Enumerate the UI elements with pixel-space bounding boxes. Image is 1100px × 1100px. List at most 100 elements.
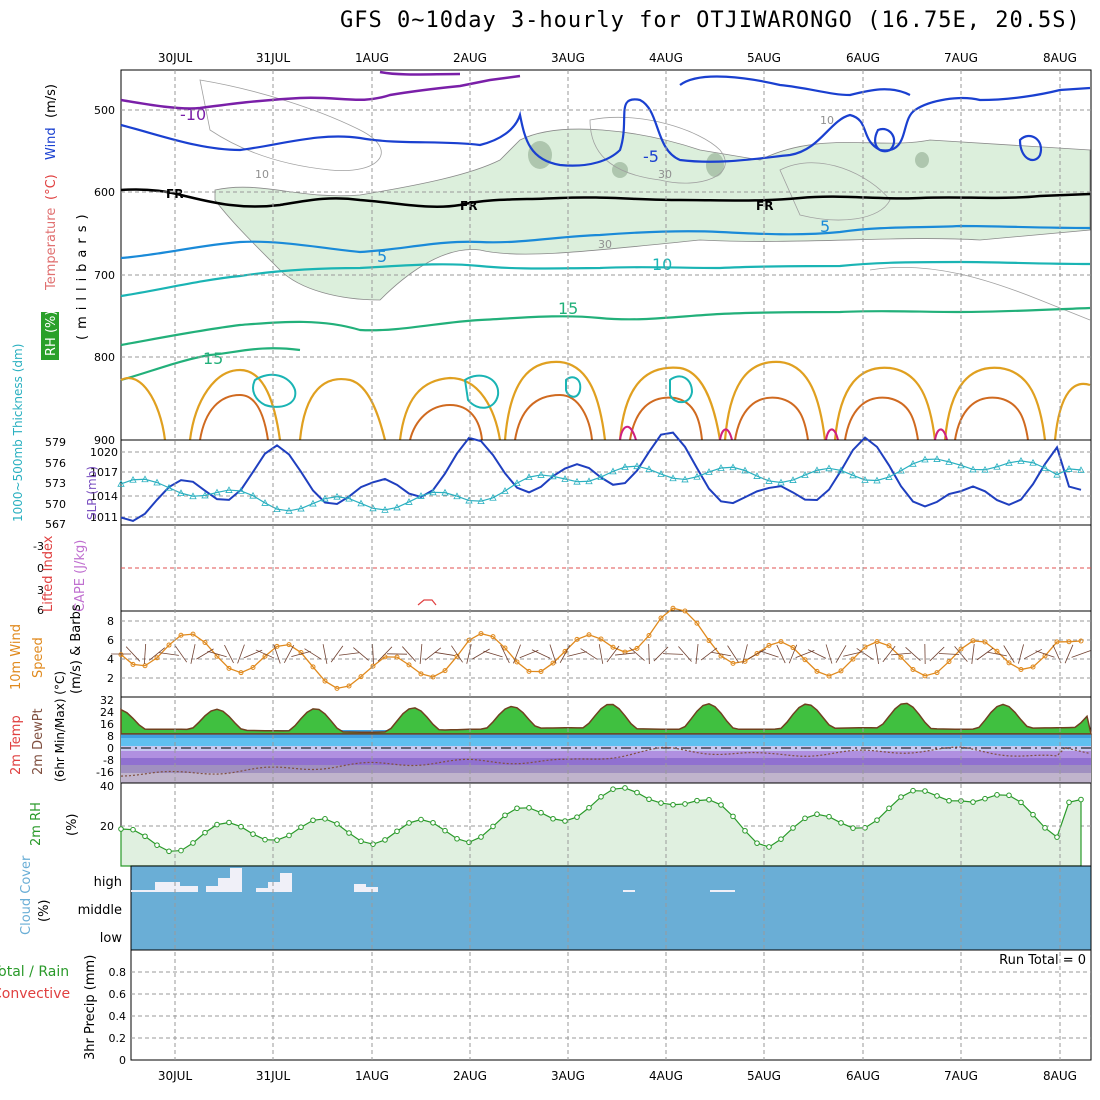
rh-point — [898, 794, 904, 800]
thickness-series-line — [120, 458, 1082, 512]
temp-band — [121, 765, 1091, 773]
thickness-point — [753, 472, 761, 479]
precip-tick: 0.6 — [109, 988, 127, 1001]
precip-tick: 0.4 — [109, 1010, 127, 1023]
wind-speed-point — [550, 660, 556, 666]
wind-barb — [891, 652, 911, 656]
wind-barb — [1018, 644, 1024, 664]
upper-air-panel: -10 -5 5 10 15 15 FR FR FR 10 10 30 30 5… — [41, 69, 1092, 447]
rh-point — [982, 795, 988, 802]
wind-speed-point — [766, 642, 772, 648]
rh-point — [1054, 834, 1060, 840]
cloud-high-block — [155, 882, 180, 892]
rh-point — [406, 820, 412, 826]
rh-point — [706, 796, 712, 803]
wind-barb — [580, 648, 598, 660]
wind-speed-point — [1006, 660, 1012, 666]
precip-tick: 0.8 — [109, 966, 127, 979]
wind-barb — [825, 644, 833, 664]
wind-barb — [531, 649, 551, 659]
bottom-date-3: 2AUG — [453, 1069, 487, 1083]
wind-speed-point — [202, 639, 208, 645]
rh-point — [298, 824, 304, 831]
wind-speed-point — [502, 645, 508, 651]
wind-speed-point — [658, 615, 664, 621]
temp-band — [121, 773, 1091, 783]
contour-label: 30 — [658, 168, 672, 181]
rh-point — [526, 805, 532, 811]
thickness-point — [957, 461, 965, 469]
cape-axis-label: CAPE (J/kg) — [73, 540, 88, 612]
rh-point — [466, 839, 472, 846]
rh-point — [1066, 799, 1072, 806]
wind-barb — [759, 650, 779, 658]
wind-speed-point — [610, 644, 616, 650]
temp-tick: 0 — [107, 742, 114, 755]
thickness-point — [777, 478, 785, 486]
dewpt-axis-label: 2m DewPt — [31, 708, 46, 775]
temp-contour-teal — [120, 260, 1091, 298]
wind-speed-point — [466, 637, 472, 643]
wind-speed-point — [670, 605, 676, 611]
rh-point — [142, 833, 148, 840]
wind-barb — [159, 652, 179, 656]
wind-speed-point — [190, 631, 196, 637]
thickness-point — [1053, 470, 1061, 478]
wind-speed-point — [250, 664, 256, 670]
thickness-tick: 570 — [45, 498, 66, 511]
rh-point — [550, 815, 556, 822]
rh-point — [502, 812, 508, 819]
thickness-point — [585, 477, 593, 485]
rh-point — [778, 836, 784, 842]
rh-point — [826, 813, 832, 820]
wind-barb — [435, 652, 455, 656]
top-date-3: 2AUG — [453, 51, 487, 65]
wind-speed-point — [514, 659, 520, 665]
chart-title: GFS 0~10day 3-hourly for OTJIWARONGO (16… — [340, 8, 1081, 33]
wind-speed-point — [826, 673, 832, 679]
thickness-point — [1005, 458, 1013, 466]
slp-tick: 1011 — [90, 511, 118, 524]
wind-tick: 8 — [107, 615, 114, 628]
thickness-point — [789, 476, 797, 483]
rh-shading — [214, 128, 1091, 301]
wind-speed-point — [358, 674, 364, 680]
thickness-point — [741, 466, 749, 474]
top-date-6: 5AUG — [747, 51, 781, 65]
rh-core — [612, 162, 628, 178]
wind-barb — [513, 644, 521, 664]
rh-point — [130, 826, 136, 833]
thickness-point — [141, 475, 149, 483]
wind-speed-point — [838, 668, 844, 674]
thickness-point — [609, 467, 617, 475]
contour-label: 15 — [203, 349, 223, 368]
wind-barb — [1071, 650, 1091, 658]
wind-barb — [776, 644, 786, 664]
bottom-date-axis: 30JUL 31JUL 1AUG 2AUG 3AUG 4AUG 5AUG 6AU… — [158, 1069, 1077, 1083]
wind-speed-point — [430, 674, 436, 680]
thickness-point — [885, 473, 893, 480]
wind-barb — [1023, 648, 1043, 660]
thickness-point — [381, 506, 389, 513]
thickness-point — [801, 471, 809, 478]
thickness-point — [849, 471, 857, 479]
top-date-axis: 30JUL 31JUL 1AUG 2AUG 3AUG 4AUG 5AUG 6AU… — [158, 51, 1077, 65]
thickness-point — [441, 488, 449, 496]
rh-point — [886, 805, 892, 812]
wind-tick: 4 — [107, 653, 114, 666]
thickness-point — [429, 488, 437, 496]
thickness-point — [681, 475, 689, 483]
contour-label: FR — [460, 199, 477, 213]
thickness-point — [981, 465, 989, 473]
wind-speed-point — [346, 683, 352, 689]
rh-point — [442, 827, 448, 834]
thickness-point — [693, 472, 701, 480]
wind-barb — [606, 645, 620, 663]
contour-label: -5 — [643, 147, 659, 166]
run-total: Run Total = 0 — [999, 953, 1086, 968]
wind-barb — [472, 648, 490, 660]
rh-point — [286, 832, 292, 839]
wind-speed-point — [286, 642, 292, 648]
bottom-date-8: 7AUG — [944, 1069, 978, 1083]
